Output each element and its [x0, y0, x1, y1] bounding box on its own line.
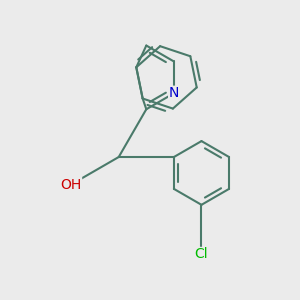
- Text: Cl: Cl: [195, 248, 208, 262]
- Text: OH: OH: [60, 178, 82, 192]
- Text: N: N: [169, 86, 179, 100]
